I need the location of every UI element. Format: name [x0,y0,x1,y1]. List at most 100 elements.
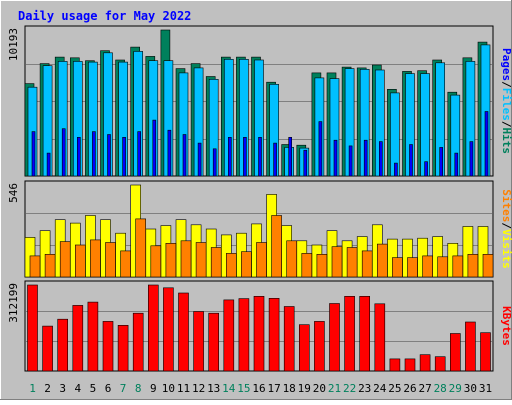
top-bar-pages [409,144,413,177]
bottom-bar-kbytes [57,318,69,372]
middle-bar-sites [195,242,207,278]
top-bar-pages [228,137,232,177]
middle-bar-sites [407,257,418,278]
middle-bar-sites [437,256,449,278]
top-bar-pages [454,152,459,177]
legend-files: Files [500,88,512,121]
bottom-bar-kbytes [253,295,265,372]
top-bar-pages [439,147,444,177]
top-bar-files [420,73,430,177]
bottom-bar-kbytes [193,311,204,372]
top-bar-pages [363,139,368,177]
x-tick-label: 25 [388,382,401,395]
bottom-bar-kbytes [465,321,476,372]
x-tick-label: 27 [418,382,431,395]
legend-visits: Visits [500,229,512,269]
legend-kbytes: KBytes [500,306,512,346]
bottom-bar-kbytes [268,297,280,372]
top-legend-separator: / [500,121,512,128]
middle-bar-sites [241,251,252,278]
x-tick-label: 2 [44,382,51,395]
x-tick-label: 10 [162,382,175,395]
x-tick-label: 24 [373,382,387,395]
x-tick-label: 7 [120,382,127,395]
x-tick-label: 28 [434,382,447,395]
bottom-bar-kbytes [163,287,174,372]
middle-bar-sites [331,246,343,278]
bottom-legend: KBytes [500,306,512,346]
bottom-bar-kbytes [132,312,144,372]
middle-bar-sites [301,253,313,278]
middle-legend: Sites/Visits [500,189,512,269]
top-bar-pages [258,137,262,177]
top-bar-pages [378,141,383,177]
middle-bar-sites [226,253,237,278]
x-tick-label: 17 [267,382,280,395]
bottom-bar-kbytes [314,321,325,372]
bottom-bar-kbytes [434,356,446,372]
middle-bar-sites [482,254,494,278]
middle-bar-sites [376,243,388,278]
bottom-bar-kbytes [480,332,491,372]
x-tick-label: 12 [192,382,205,395]
x-tick-label: 13 [207,382,220,395]
x-tick-label: 30 [464,382,477,395]
middle-bar-sites [316,254,328,278]
x-tick-label: 31 [479,382,492,395]
top-bar-pages [333,139,338,177]
top-bar-pages [273,142,277,177]
middle-bar-sites [150,245,162,278]
middle-bar-sites [271,215,282,278]
bottom-bar-kbytes [148,284,159,372]
top-bar-pages [469,141,474,177]
middle-bar-sites [467,254,479,278]
x-tick-label: 18 [283,382,296,395]
top-bar-pages [243,137,247,177]
middle-bar-sites [75,244,86,278]
middle-bar-sites [286,240,298,278]
bottom-bar-kbytes [27,284,38,372]
middle-bar-sites [135,218,146,278]
middle-bar-sites [256,242,267,278]
middle-legend-separator: / [500,222,512,229]
bottom-bar-kbytes [389,358,401,372]
x-tick-label: 19 [298,382,311,395]
legend-hits: Hits [500,128,512,155]
bottom-bar-kbytes [359,295,371,372]
x-tick-label: 21 [328,382,341,395]
top-legend-separator: / [500,81,512,88]
middle-bar-sites [29,255,41,278]
bottom-bar-kbytes [449,333,461,372]
x-tick-label: 26 [403,382,416,395]
top-legend: Pages/Files/Hits [500,48,512,154]
middle-bar-sites [392,257,403,278]
top-bar-pages [288,137,293,177]
bottom-bar-kbytes [178,292,189,372]
x-tick-label: 15 [237,382,250,395]
x-tick-label: 9 [150,382,157,395]
bottom-bar-kbytes [298,324,310,372]
legend-sites: Sites [500,189,512,222]
top-bar-pages [107,134,111,177]
bottom-bar-kbytes [223,299,235,372]
bottom-bar-kbytes [374,303,386,372]
bottom-bar-kbytes [208,312,219,372]
x-tick-label: 16 [252,382,265,395]
top-bar-pages [61,128,66,177]
top-bar-pages [197,142,202,177]
top-ymax-label: 10193 [7,28,20,61]
x-tick-label: 23 [358,382,371,395]
middle-bar-sites [361,250,373,278]
legend-pages: Pages [500,48,512,81]
bottom-bar-kbytes [238,298,250,372]
top-bar-pages [424,161,428,177]
middle-bar-sites [105,242,116,278]
x-tick-label: 8 [135,382,142,395]
x-tick-label: 14 [222,382,236,395]
middle-bar-sites [452,255,464,278]
top-bar-pages [484,111,489,177]
top-bar-pages [212,148,217,177]
bottom-bar-kbytes [329,303,340,372]
